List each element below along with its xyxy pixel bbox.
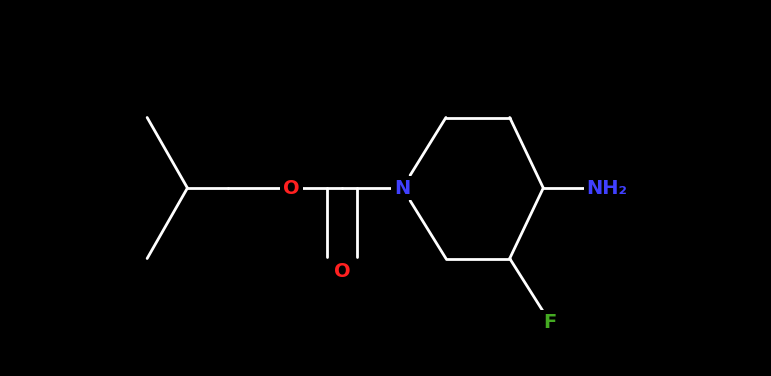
Text: NH₂: NH₂: [587, 179, 628, 197]
Text: F: F: [544, 313, 557, 332]
Text: N: N: [394, 179, 410, 197]
Text: O: O: [283, 179, 300, 197]
Text: O: O: [334, 262, 350, 281]
